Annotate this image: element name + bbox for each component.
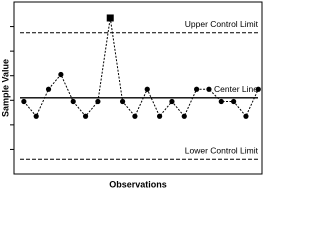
data-point xyxy=(132,113,138,119)
out-of-control-point xyxy=(106,14,114,22)
data-point xyxy=(243,113,249,119)
data-point xyxy=(119,98,126,105)
data-point xyxy=(231,98,237,105)
data-point xyxy=(95,98,101,105)
data-point xyxy=(169,98,175,105)
data-point xyxy=(21,98,27,105)
reference-label: Lower Control Limit xyxy=(185,146,259,156)
data-point xyxy=(58,71,64,78)
data-point xyxy=(156,113,163,119)
data-point xyxy=(218,98,224,105)
data-point xyxy=(82,113,89,119)
x-axis-title: Observations xyxy=(109,179,167,189)
y-axis-title: Sample Value xyxy=(0,59,10,117)
chart: Sample Value Observations Upper Control … xyxy=(0,1,263,189)
data-point xyxy=(144,86,150,92)
data-point xyxy=(33,113,39,119)
data-point xyxy=(194,86,200,92)
plot-frame xyxy=(13,1,263,175)
data-point xyxy=(70,98,76,105)
reference-label: Upper Control Limit xyxy=(185,19,259,29)
reference-label: Center Line xyxy=(214,84,258,94)
data-point xyxy=(206,86,212,92)
data-point xyxy=(45,86,52,92)
data-point xyxy=(181,113,187,119)
data-point xyxy=(255,86,261,92)
